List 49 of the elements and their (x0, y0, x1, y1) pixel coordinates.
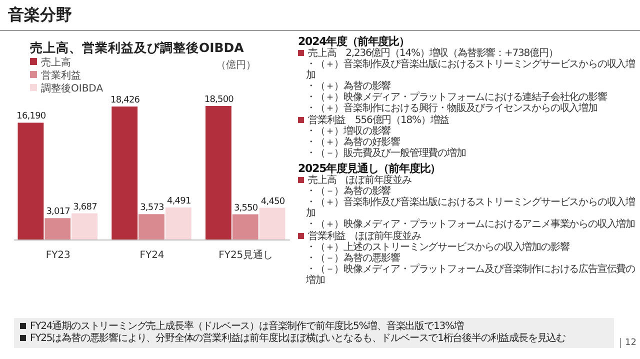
bar (165, 207, 192, 240)
data-label: 18,426 (110, 96, 140, 106)
text: ・（－）為替の影響 (305, 186, 392, 197)
data-label: 18,500 (204, 95, 234, 105)
bar (206, 106, 232, 240)
data-label: 4,491 (167, 196, 191, 206)
chart-title: 売上高、営業利益及び調整後OIBDA (30, 40, 244, 55)
text: ・（＋）音楽制作及び音楽出版におけるストリーミングサービスからの収入増加 (305, 197, 636, 219)
data-label: 3,573 (140, 203, 164, 214)
text: 2024年度（前年度比） (298, 35, 410, 48)
text: ・（＋）上述のストリーミングサービスからの収入増加の影響 (305, 242, 570, 253)
bar (18, 122, 44, 240)
text: ・（＋）増収の影響 (305, 126, 391, 137)
text: ・（＋）為替の好影響 (305, 137, 402, 148)
legend-label: 営業利益 (41, 70, 81, 82)
data-label: 4,450 (260, 196, 286, 207)
bar (72, 213, 98, 240)
text: ・（＋）音楽制作における興行・物販及びライセンスからの収入増加 (305, 103, 598, 114)
text: 売上高 ほぼ前年度並み (307, 175, 412, 186)
x-tick-label: FY23 (46, 250, 70, 261)
data-label: 3,017 (46, 207, 70, 218)
legend-label: 調整後OIBDA (41, 82, 104, 94)
text: ・（－）映像メディア・プラットフォーム及び音楽制作における広告宣伝費の増加 (305, 264, 636, 286)
text: 2025年度見通し（前年度比） (298, 162, 442, 175)
text: ・（＋）為替の影響 (305, 81, 392, 92)
text: FY25は為替の悪影響により、分野全体の営業利益は前年度比ほぼ横ばいとなるも、ドルベースで1桁台後半の利益成長を見込む (29, 333, 567, 345)
bar (138, 214, 164, 240)
x-tick-label: FY25見通し (218, 249, 274, 261)
bar (44, 218, 71, 240)
x-tick-label: FY24 (140, 250, 164, 261)
text: 12 (620, 338, 636, 348)
text: 営業利益 ほぼ前年度並み (307, 231, 422, 242)
text: FY24通期のストリーミング売上成長率（ドルベース）は音楽制作で前年度比5%増、音楽出版で13%増 (29, 321, 464, 332)
text: ・（＋）映像メディア・プラットフォームにおけるアニメ事業からの収入増加 (305, 219, 636, 230)
text: ・（－）販売費及び一般管理費の増加 (305, 148, 467, 159)
y-axis-title: （億円） (216, 59, 256, 71)
bar (112, 106, 138, 240)
text: ・（－）為替の悪影響 (305, 253, 402, 264)
text: 売上高 2,236億円（14%）増収（為替影響：+738億円） (307, 48, 559, 59)
bar (232, 214, 258, 240)
data-label: 16,190 (16, 112, 46, 122)
text: 音楽分野 (8, 5, 72, 26)
bar (259, 208, 286, 240)
data-label: 3,687 (73, 202, 97, 212)
text: ・（＋）音楽制作及び音楽出版におけるストリーミングサービスからの収入増加 (305, 59, 636, 81)
data-label: 3,550 (234, 203, 258, 214)
text: 営業利益 556億円（18%）増益 (307, 115, 450, 126)
text: ・（＋）映像メディア・プラットフォームにおける連結子会社化の影響 (305, 92, 608, 103)
legend-label: 売上高 (41, 56, 71, 68)
